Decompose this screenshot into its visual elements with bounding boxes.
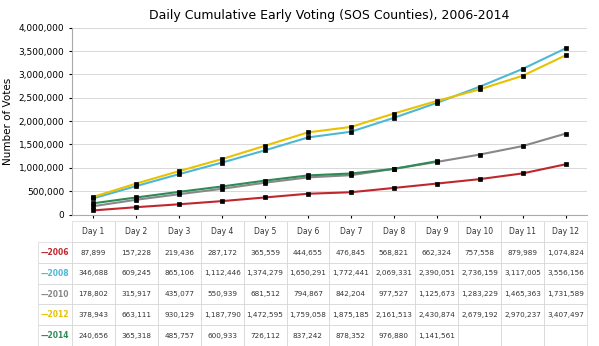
Line: 2014: 2014 — [91, 159, 439, 206]
2012 — [562, 53, 569, 57]
Y-axis label: Number of Votes: Number of Votes — [3, 78, 13, 165]
2008 — [391, 116, 398, 120]
2006 — [261, 195, 268, 200]
2012 — [304, 130, 311, 135]
2014 — [132, 195, 140, 200]
2008 — [90, 196, 97, 200]
2012 — [519, 74, 526, 78]
2006 — [304, 192, 311, 196]
2012 — [132, 181, 140, 185]
Line: 2006: 2006 — [91, 162, 568, 213]
2006 — [132, 205, 140, 209]
2008 — [519, 67, 526, 71]
2010 — [261, 181, 268, 185]
2010 — [519, 144, 526, 148]
2008 — [304, 135, 311, 139]
2006 — [219, 199, 226, 203]
2014 — [176, 190, 183, 194]
2012 — [476, 87, 483, 91]
2014 — [391, 167, 398, 171]
2010 — [433, 160, 440, 164]
2006 — [90, 208, 97, 212]
2010 — [562, 131, 569, 136]
2010 — [90, 204, 97, 208]
2014 — [304, 173, 311, 177]
2012 — [261, 144, 268, 148]
2012 — [90, 195, 97, 199]
2006 — [347, 190, 355, 194]
2008 — [219, 161, 226, 165]
2014 — [219, 184, 226, 189]
2012 — [433, 99, 440, 103]
2008 — [261, 148, 268, 152]
2010 — [304, 175, 311, 180]
2010 — [176, 192, 183, 196]
Line: 2012: 2012 — [91, 53, 568, 199]
2012 — [219, 157, 226, 161]
2012 — [347, 125, 355, 129]
2014 — [90, 201, 97, 206]
2008 — [347, 130, 355, 134]
2006 — [519, 171, 526, 175]
2006 — [391, 186, 398, 190]
2008 — [132, 184, 140, 188]
2012 — [176, 169, 183, 173]
2006 — [176, 202, 183, 206]
2008 — [476, 85, 483, 89]
Title: Daily Cumulative Early Voting (SOS Counties), 2006-2014: Daily Cumulative Early Voting (SOS Count… — [149, 9, 510, 22]
2010 — [219, 187, 226, 191]
2006 — [433, 182, 440, 186]
2014 — [347, 171, 355, 175]
Line: 2008: 2008 — [91, 46, 568, 201]
2008 — [562, 46, 569, 51]
2010 — [476, 153, 483, 157]
2010 — [391, 167, 398, 171]
2006 — [562, 162, 569, 166]
2008 — [176, 172, 183, 176]
2014 — [433, 159, 440, 163]
2010 — [132, 198, 140, 202]
2008 — [433, 101, 440, 105]
2006 — [476, 177, 483, 181]
2012 — [391, 111, 398, 116]
Line: 2010: 2010 — [91, 131, 568, 209]
2010 — [347, 173, 355, 177]
2014 — [261, 179, 268, 183]
